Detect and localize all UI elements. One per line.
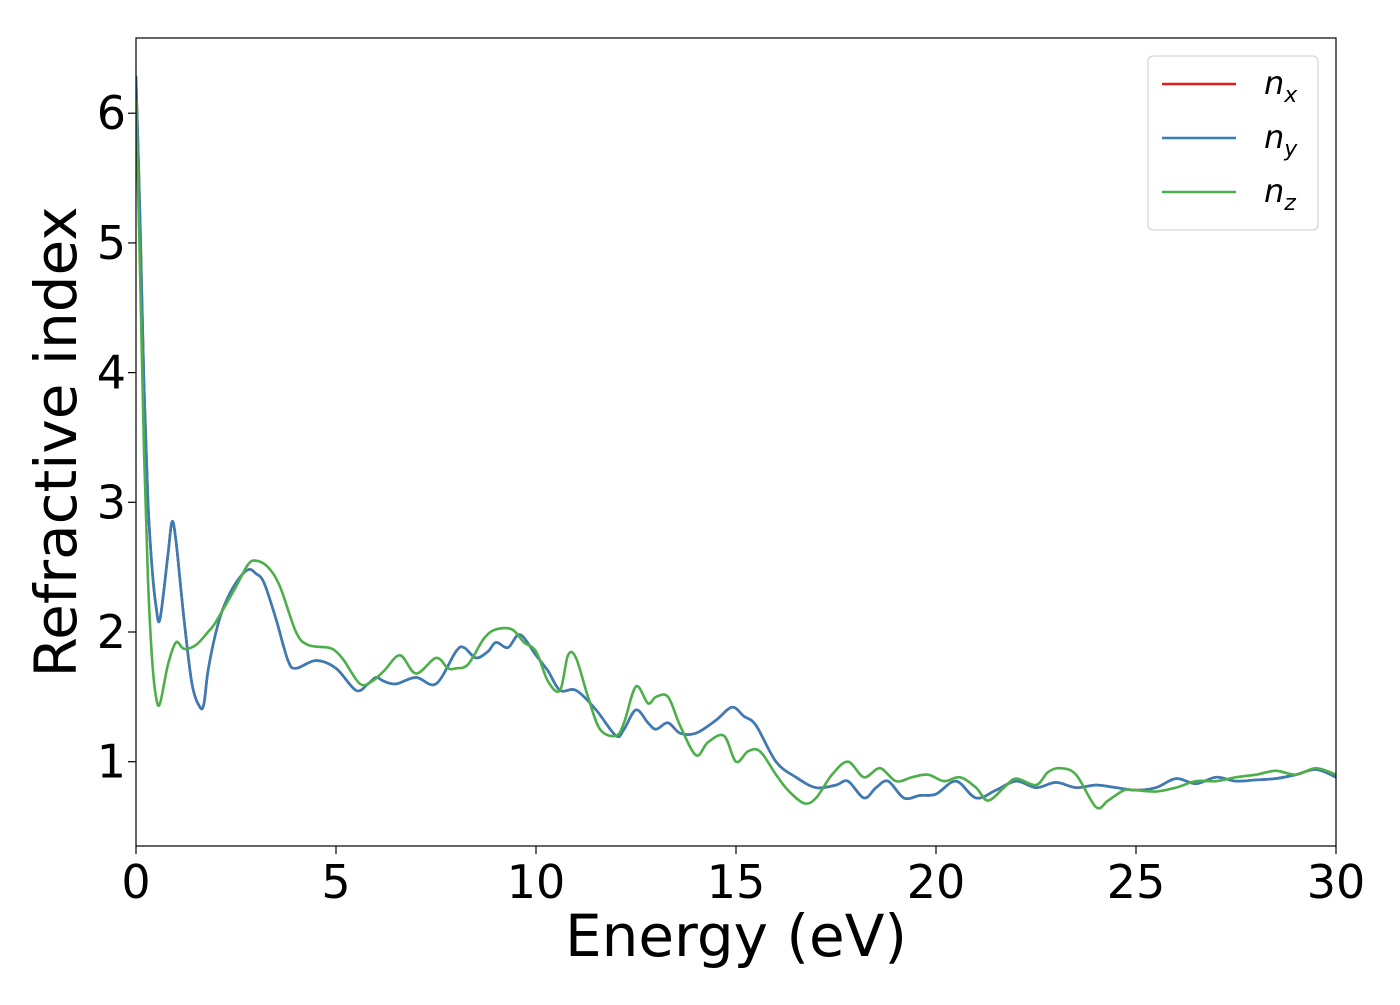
y-tick-label: 4	[97, 346, 126, 400]
x-axis: 0 5 10 15 20 25 30	[121, 846, 1365, 909]
series-line-nz	[136, 98, 1336, 810]
y-tick-label: 3	[97, 475, 126, 529]
plot-background	[136, 38, 1336, 846]
series-line-ny	[136, 75, 1336, 800]
legend-subscript: z	[1283, 191, 1296, 216]
y-tick-label: 6	[97, 86, 126, 140]
x-tick-label: 30	[1307, 855, 1366, 909]
legend-subscript: y	[1283, 137, 1298, 162]
x-tick-label: 20	[907, 855, 966, 909]
series-layer	[136, 75, 1336, 810]
x-axis-title: Energy (eV)	[565, 902, 907, 970]
y-tick-label: 5	[97, 216, 126, 270]
x-tick-label: 5	[321, 855, 350, 909]
x-tick-label: 10	[507, 855, 566, 909]
x-tick-label: 15	[707, 855, 766, 909]
legend-subscript: x	[1283, 83, 1298, 108]
legend-box	[1147, 55, 1319, 231]
x-tick-label: 25	[1107, 855, 1166, 909]
y-tick-label: 1	[97, 735, 126, 789]
x-tick-label: 0	[121, 855, 150, 909]
y-axis: 1 2 3 4 5 6	[97, 86, 136, 789]
y-axis-title: Refractive index	[22, 206, 90, 677]
y-tick-label: 2	[97, 605, 126, 659]
